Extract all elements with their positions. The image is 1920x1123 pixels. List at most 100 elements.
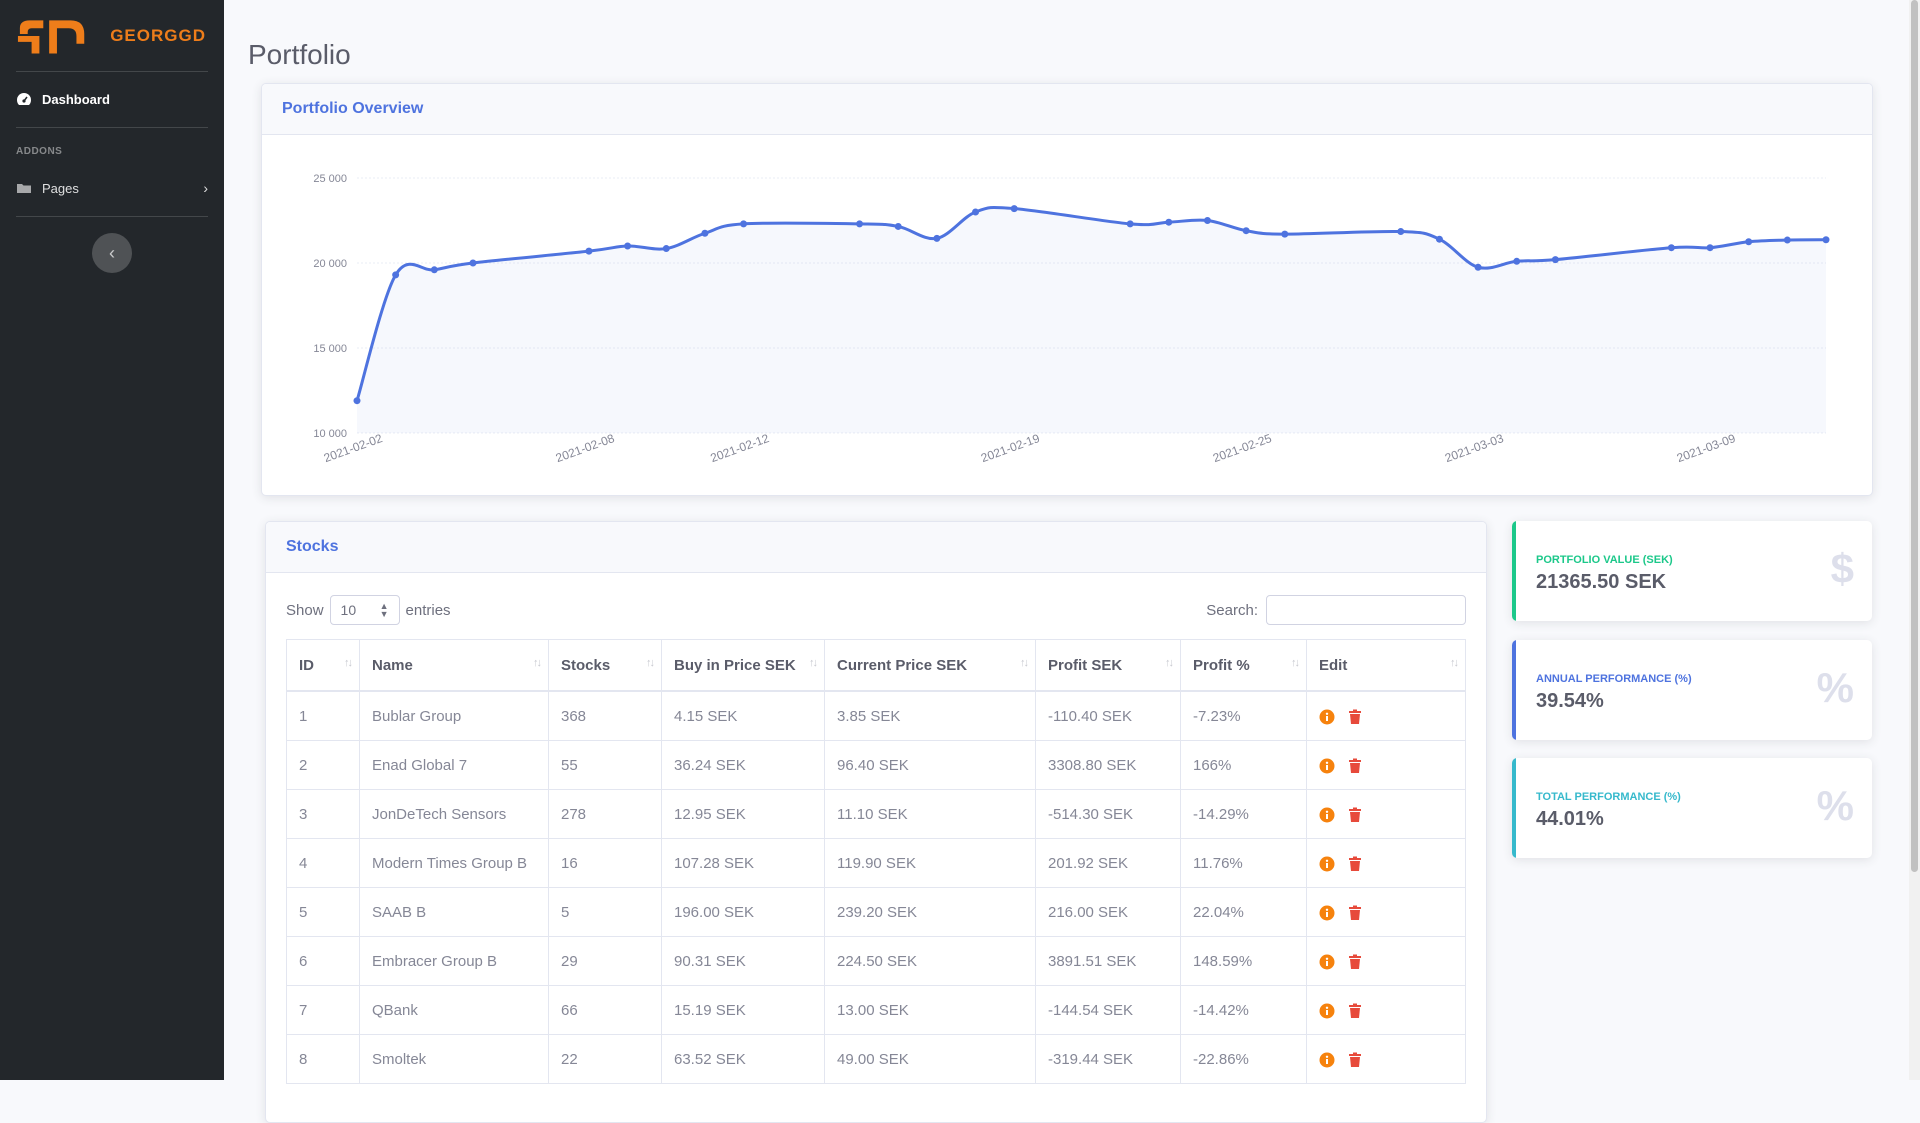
stocks-card: Stocks Show 10 ▲ ▼ entries Search: ID ↑↓ N… xyxy=(265,521,1487,1123)
table-cell: 368 xyxy=(548,690,662,741)
data-point xyxy=(624,242,632,250)
trash-icon[interactable] xyxy=(1347,1052,1363,1068)
sidebar-toggle-button[interactable]: ‹ xyxy=(92,233,132,273)
table-row: 6 Embracer Group B 29 90.31 SEK 224.50 SEK 38… xyxy=(286,936,1466,986)
data-point xyxy=(740,220,748,228)
data-point xyxy=(933,234,941,242)
table-cell: 1 xyxy=(286,690,360,741)
info-circle-icon[interactable] xyxy=(1319,905,1335,921)
info-circle-icon[interactable] xyxy=(1319,1052,1335,1068)
data-point xyxy=(701,229,709,237)
info-circle-icon[interactable] xyxy=(1319,807,1335,823)
sidebar-divider xyxy=(16,71,208,72)
column-label: Stocks xyxy=(561,656,611,674)
trash-icon[interactable] xyxy=(1347,709,1363,725)
brand[interactable]: GEORGGD xyxy=(16,16,206,56)
entries-value: 10 xyxy=(340,602,357,618)
table-cell: Enad Global 7 xyxy=(359,740,549,790)
column-header-name[interactable]: Name ↑↓ xyxy=(359,639,549,692)
y-tick-label: 10 000 xyxy=(313,428,347,440)
data-point xyxy=(392,271,400,279)
table-header-row: ID ↑↓ Name ↑↓ Stocks ↑↓ Buy in Price SEK ↑↓ … xyxy=(286,639,1466,692)
data-point xyxy=(1513,257,1521,265)
chevron-left-icon: ‹ xyxy=(109,242,115,263)
series-area xyxy=(357,207,1826,433)
trash-icon[interactable] xyxy=(1347,954,1363,970)
table-row: 7 QBank 66 15.19 SEK 13.00 SEK -144.54 SEK -14… xyxy=(286,985,1466,1035)
column-header-stocks[interactable]: Stocks ↑↓ xyxy=(548,639,662,692)
table-cell: 2 xyxy=(286,740,360,790)
page-scrollbar[interactable] xyxy=(1909,0,1920,1080)
edit-cell xyxy=(1306,936,1466,986)
data-point xyxy=(1667,244,1675,252)
table-cell: 239.20 SEK xyxy=(824,887,1036,937)
column-label: Profit % xyxy=(1193,656,1250,674)
table-cell: 3 xyxy=(286,789,360,839)
data-point xyxy=(856,220,864,228)
table-cell: 5 xyxy=(548,887,662,937)
trash-icon[interactable] xyxy=(1347,905,1363,921)
sort-icon: ↑↓ xyxy=(533,657,542,669)
data-point xyxy=(1822,236,1830,244)
info-circle-icon[interactable] xyxy=(1319,856,1335,872)
stat-label: TOTAL PERFORMANCE (%) xyxy=(1536,791,1681,803)
entries-select[interactable]: 10 ▲ ▼ xyxy=(329,595,400,625)
trash-icon[interactable] xyxy=(1347,1003,1363,1019)
info-circle-icon[interactable] xyxy=(1319,954,1335,970)
sidebar-divider xyxy=(16,216,208,217)
column-header-current-price[interactable]: Current Price SEK ↑↓ xyxy=(824,639,1036,692)
table-cell: -7.23% xyxy=(1180,690,1307,741)
sort-icon: ↑↓ xyxy=(1450,657,1459,669)
data-point xyxy=(1435,235,1443,243)
data-point xyxy=(1551,256,1559,264)
info-circle-icon[interactable] xyxy=(1319,1003,1335,1019)
table-cell: 12.95 SEK xyxy=(661,789,825,839)
trash-icon[interactable] xyxy=(1347,758,1363,774)
sort-icon: ↑↓ xyxy=(809,657,818,669)
column-header-buy-price[interactable]: Buy in Price SEK ↑↓ xyxy=(661,639,825,692)
table-cell: -144.54 SEK xyxy=(1035,985,1181,1035)
table-cell: 5 xyxy=(286,887,360,937)
column-header-profit-pct[interactable]: Profit % ↑↓ xyxy=(1180,639,1307,692)
table-cell: 49.00 SEK xyxy=(824,1034,1036,1084)
sort-arrows-icon: ▲ ▼ xyxy=(379,601,389,619)
trash-icon[interactable] xyxy=(1347,856,1363,872)
table-body: 1 Bublar Group 368 4.15 SEK 3.85 SEK -110.40 … xyxy=(286,690,1466,1084)
edit-cell xyxy=(1306,1034,1466,1084)
stat-card-total-performance: TOTAL PERFORMANCE (%) 44.01% % xyxy=(1512,758,1872,858)
y-tick-label: 25 000 xyxy=(313,173,347,185)
table-cell: 216.00 SEK xyxy=(1035,887,1181,937)
stat-accent-bar xyxy=(1512,521,1516,621)
table-cell: 201.92 SEK xyxy=(1035,838,1181,888)
data-point xyxy=(1706,244,1714,252)
column-header-id[interactable]: ID ↑↓ xyxy=(286,639,360,692)
scrollbar-thumb[interactable] xyxy=(1911,0,1918,872)
sidebar-item-dashboard[interactable]: Dashboard xyxy=(16,87,208,111)
search-input[interactable] xyxy=(1266,595,1466,625)
table-cell: 90.31 SEK xyxy=(661,936,825,986)
info-circle-icon[interactable] xyxy=(1319,758,1335,774)
column-header-profit-sek[interactable]: Profit SEK ↑↓ xyxy=(1035,639,1181,692)
y-tick-label: 20 000 xyxy=(313,258,347,270)
stat-accent-bar xyxy=(1512,758,1516,858)
table-cell: 278 xyxy=(548,789,662,839)
trash-icon[interactable] xyxy=(1347,807,1363,823)
column-header-edit[interactable]: Edit ↑↓ xyxy=(1306,639,1466,692)
data-point xyxy=(972,208,980,216)
series-line xyxy=(355,205,1827,402)
table-cell: 166% xyxy=(1180,740,1307,790)
column-label: ID xyxy=(299,656,314,674)
y-tick-label: 15 000 xyxy=(313,343,347,355)
table-cell: 66 xyxy=(548,985,662,1035)
stat-label: ANNUAL PERFORMANCE (%) xyxy=(1536,673,1692,685)
table-row: 1 Bublar Group 368 4.15 SEK 3.85 SEK -110.40 … xyxy=(286,690,1466,741)
data-point xyxy=(1242,227,1250,235)
column-label: Current Price SEK xyxy=(837,656,968,674)
table-cell: -319.44 SEK xyxy=(1035,1034,1181,1084)
sidebar-item-pages[interactable]: Pages › xyxy=(16,176,208,200)
show-label: Show xyxy=(286,601,324,619)
x-tick-label: 2021-02-12 xyxy=(708,431,771,465)
table-cell: 224.50 SEK xyxy=(824,936,1036,986)
table-row: 5 SAAB B 5 196.00 SEK 239.20 SEK 216.00 SEK 22… xyxy=(286,887,1466,937)
info-circle-icon[interactable] xyxy=(1319,709,1335,725)
